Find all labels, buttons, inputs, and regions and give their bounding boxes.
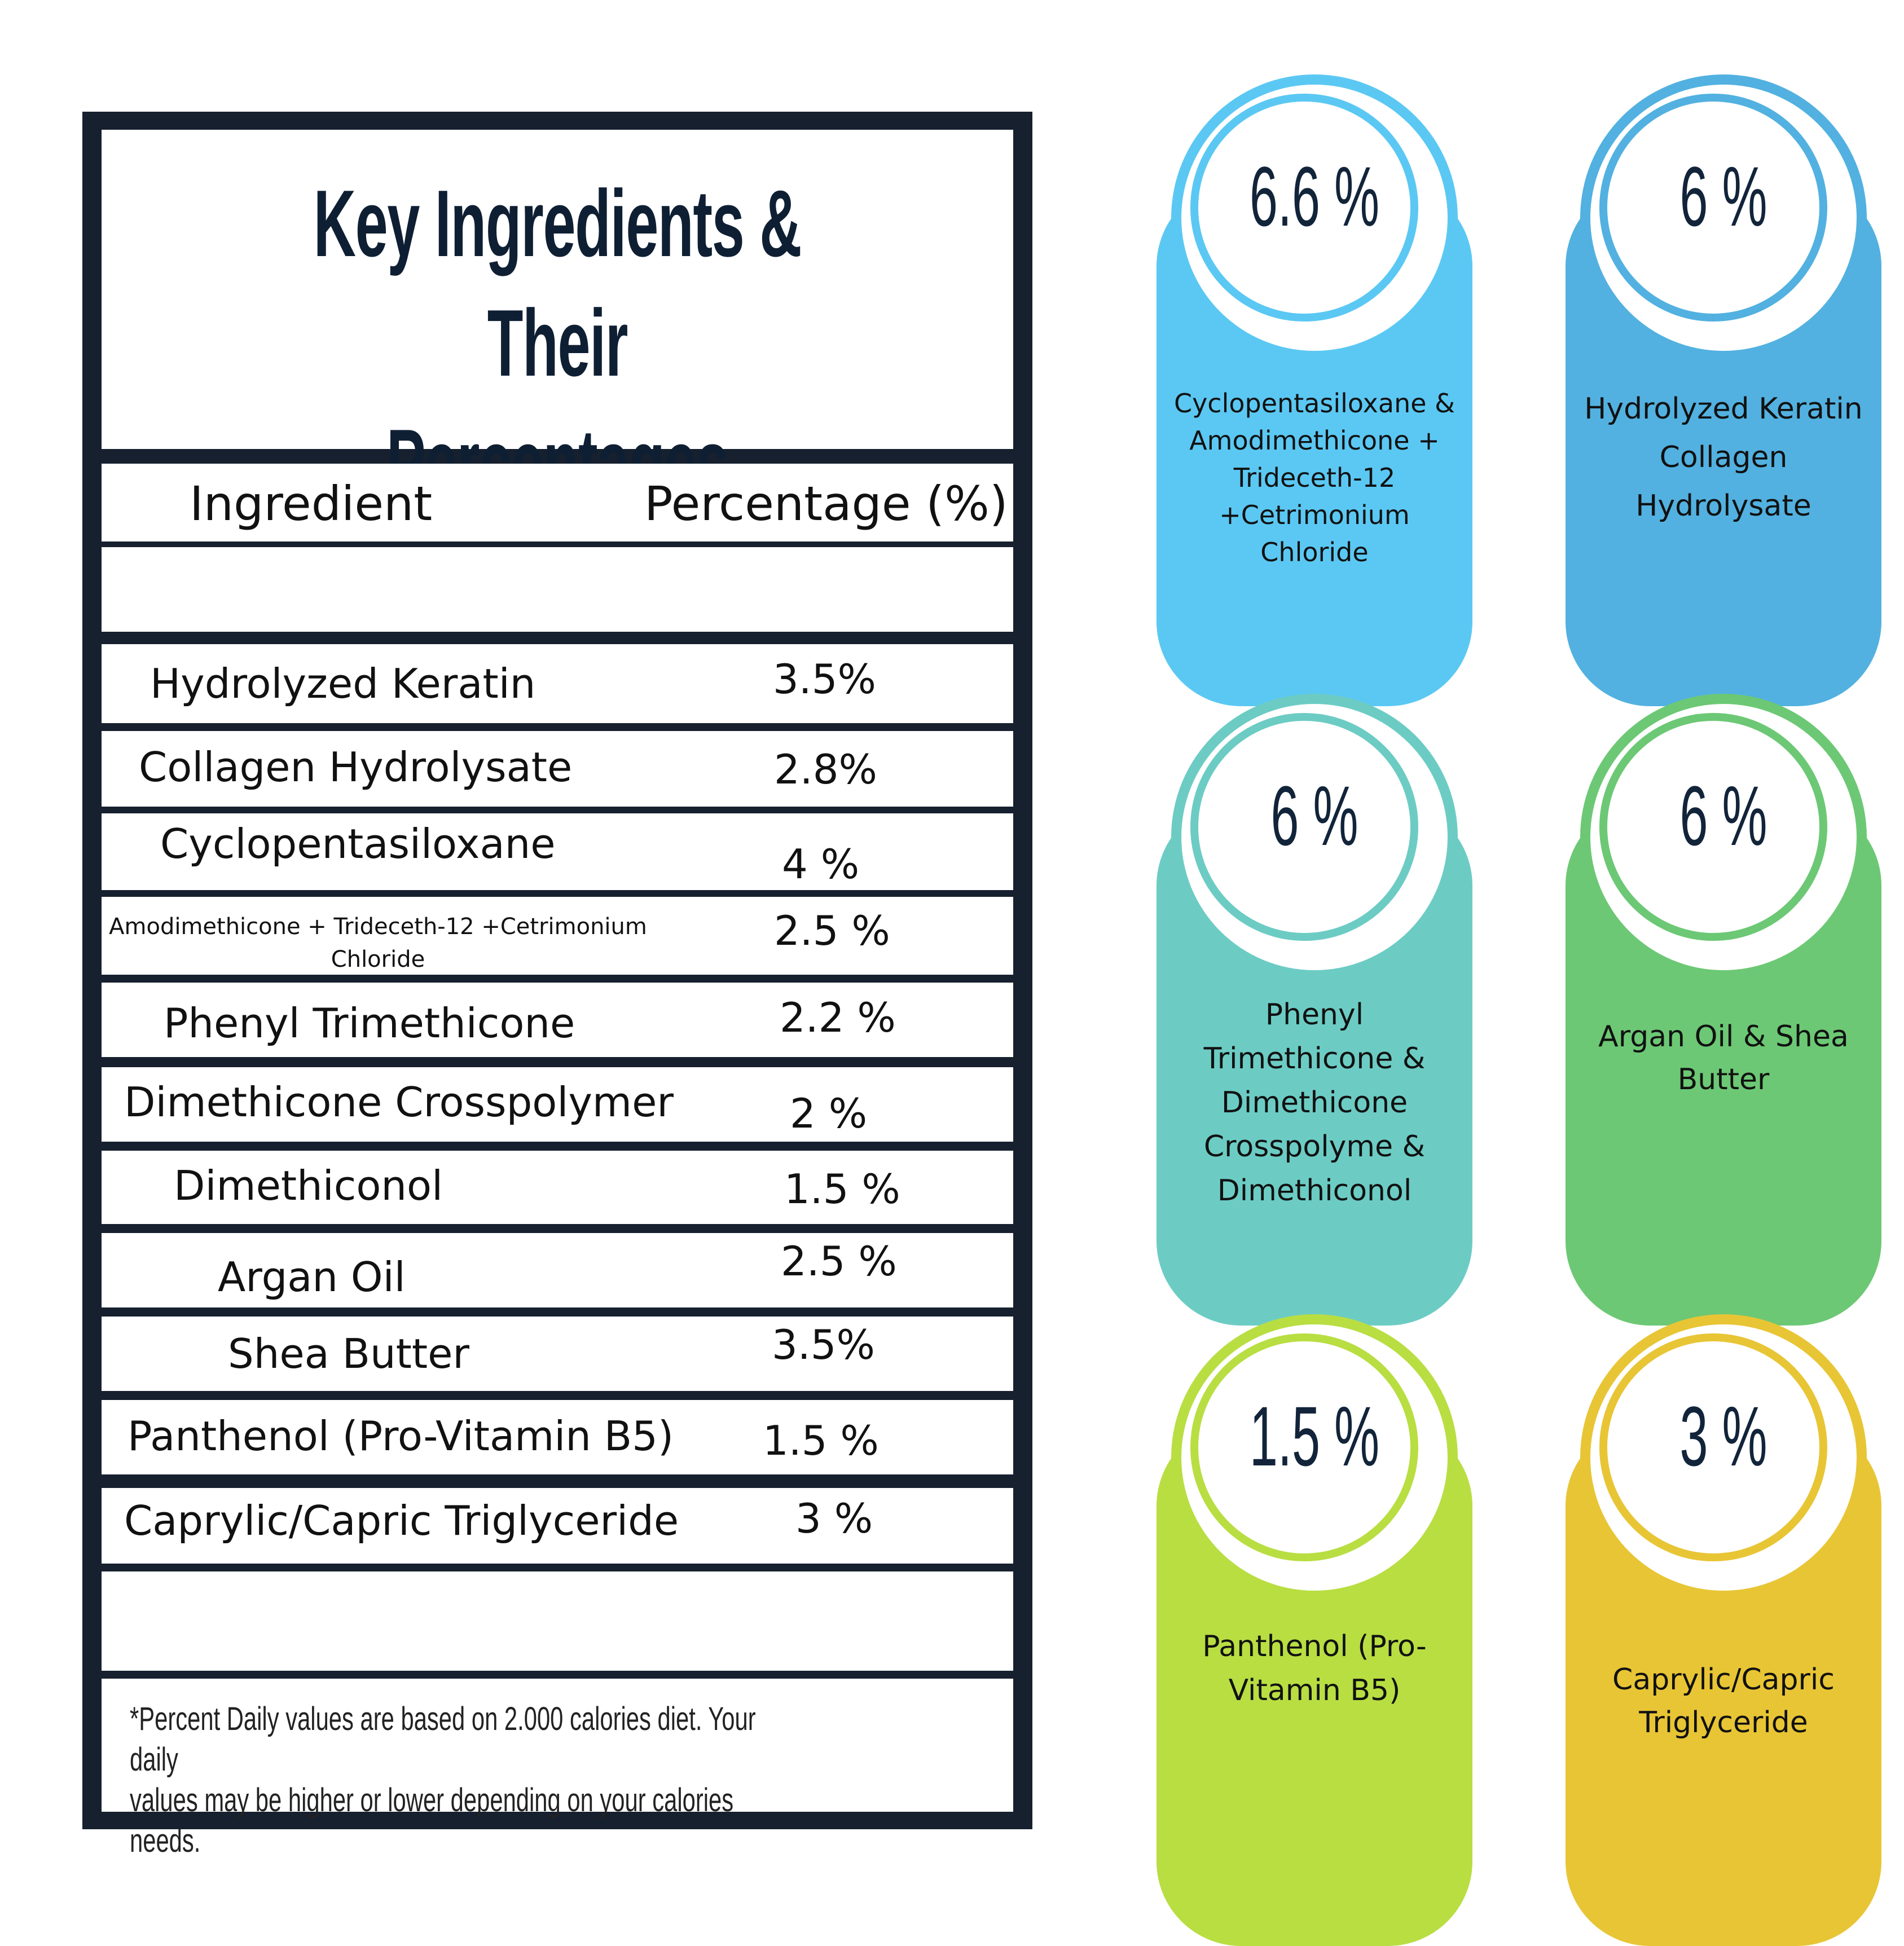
ingredient-name: Panthenol (Pro-Vitamin B5) [127, 1412, 674, 1460]
card-label: Argan Oil & Shea Butter [1598, 1020, 1849, 1097]
table-row: Caprylic/Capric Triglyceride 3 % [102, 1488, 1013, 1564]
ingredient-name: Cyclopentasiloxane [160, 820, 556, 868]
card-silicones: 6.6 % Cyclopentasiloxane & Amodimethicon… [1157, 74, 1472, 706]
table-row: Collagen Hydrolysate 2.8% [102, 731, 1013, 807]
ingredient-percent: 3.5% [772, 1321, 875, 1368]
card-argan-shea: 6 % Argan Oil & Shea Butter [1566, 694, 1881, 1326]
footnote: *Percent Daily values are based on 2.000… [130, 1701, 756, 1859]
card-caprylic: 3 % Caprylic/Capric Triglyceride [1566, 1314, 1881, 1946]
card-percent: 3 % [1679, 1389, 1767, 1483]
card-percent: 6.6 % [1249, 149, 1380, 244]
ring: 1.5 % [1171, 1314, 1458, 1601]
table-row: Panthenol (Pro-Vitamin B5) 1.5 % [102, 1400, 1013, 1474]
card-percent: 6 % [1270, 768, 1358, 863]
table-header: Ingredient Percentage (%) [102, 464, 1013, 541]
card-label: Hydrolyzed Keratin Collagen Hydrolysate [1584, 392, 1863, 523]
table-row: Cyclopentasiloxane 4 % [102, 813, 1013, 890]
footnote-cell: *Percent Daily values are based on 2.000… [102, 1679, 1013, 1859]
title-cell: Key Ingredients & Their Percentages [102, 130, 1013, 516]
ingredient-name: Caprylic/Capric Triglyceride [124, 1497, 679, 1544]
ring: 6 % [1580, 74, 1867, 361]
card-percent: 1.5 % [1249, 1389, 1380, 1483]
card-phenyl-dimethicone: 6 % Phenyl Trimethicone & Dimethicone Cr… [1157, 694, 1472, 1326]
ingredient-percent: 1.5 % [784, 1165, 900, 1213]
ingredient-name: Collagen Hydrolysate [139, 743, 573, 791]
ingredient-name: Phenyl Trimethicone [164, 1000, 575, 1047]
table-row: Shea Butter 3.5% [102, 1317, 1013, 1391]
ingredient-name: Hydrolyzed Keratin [150, 660, 536, 707]
ring: 6 % [1171, 694, 1458, 980]
ingredient-percent: 1.5 % [763, 1417, 879, 1464]
card-percent: 6 % [1679, 149, 1767, 244]
ingredient-percent: 2 % [790, 1090, 868, 1137]
table-row: Amodimethicone + Trideceth-12 +Cetrimoni… [102, 897, 1013, 975]
ring: 6.6 % [1171, 74, 1458, 361]
blank-row [102, 1571, 1013, 1671]
ingredient-percent: 2.8% [774, 746, 877, 793]
card-label: Caprylic/Capric Triglyceride [1612, 1663, 1835, 1740]
ingredient-percent: 3 % [795, 1495, 873, 1542]
ingredient-percent: 2.5 % [781, 1238, 897, 1285]
card-label: Phenyl Trimethicone & Dimethicone Crossp… [1203, 998, 1426, 1208]
ingredient-percent: 2.2 % [780, 994, 896, 1041]
ring: 6 % [1580, 694, 1867, 980]
card-panthenol: 1.5 % Panthenol (Pro-Vitamin B5) [1157, 1314, 1472, 1946]
ingredient-name: Dimethicone Crosspolymer [124, 1078, 674, 1126]
table-row: Dimethicone Crosspolymer 2 % [102, 1067, 1013, 1142]
ring: 3 % [1580, 1314, 1867, 1601]
table-row: Hydrolyzed Keratin 3.5% [102, 644, 1013, 723]
header-percentage: Percentage (%) [644, 476, 1008, 531]
card-label: Panthenol (Pro-Vitamin B5) [1202, 1630, 1427, 1707]
table-row: Dimethiconol 1.5 % [102, 1151, 1013, 1224]
ingredient-name: Amodimethicone + Trideceth-12 +Cetrimoni… [109, 914, 647, 972]
ingredient-percent: 3.5% [773, 655, 876, 703]
blank-row [102, 547, 1013, 632]
ingredient-percent: 4 % [782, 840, 860, 888]
header-ingredient: Ingredient [190, 476, 433, 531]
ingredients-table: Key Ingredients & Their Percentages Ingr… [82, 112, 1032, 1859]
card-label: Cyclopentasiloxane & Amodimethicone + Tr… [1173, 388, 1456, 567]
card-percent: 6 % [1679, 768, 1767, 863]
ingredient-name: Dimethiconol [174, 1162, 443, 1209]
table-row: Phenyl Trimethicone 2.2 % [102, 983, 1013, 1057]
table-row: Argan Oil 2.5 % [102, 1233, 1013, 1307]
ingredient-percent: 2.5 % [774, 907, 890, 954]
ingredient-name: Shea Butter [228, 1330, 470, 1377]
ingredient-name: Argan Oil [218, 1253, 406, 1301]
card-keratin-collagen: 6 % Hydrolyzed Keratin Collagen Hydrolys… [1566, 74, 1881, 706]
